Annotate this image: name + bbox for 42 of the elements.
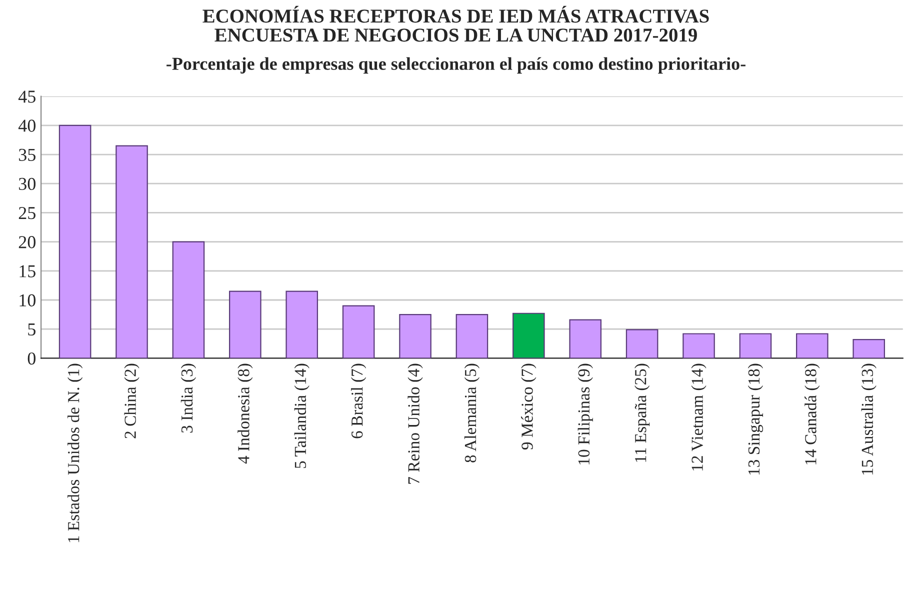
bar [852, 339, 886, 358]
y-tick-label: 5 [28, 324, 36, 336]
x-tick-label: 10 Filipinas (9) [578, 364, 593, 464]
x-tick-label: 3 India (3) [180, 364, 196, 433]
x-tick-label: 4 Indonesia (8) [238, 364, 253, 464]
bar [172, 241, 205, 358]
x-tick-label: 6 Brasil (7) [351, 364, 366, 438]
x-tick-label: 8 Alemania (5) [464, 364, 480, 462]
bar [626, 329, 658, 358]
x-tick-label: 12 Vietnam (14) [691, 364, 706, 470]
bar [682, 333, 715, 358]
y-tick-label: 0 [28, 352, 36, 365]
bar [796, 333, 828, 358]
x-tick-label: 11 España (25) [634, 364, 650, 462]
x-tick-label: 9 México (7) [521, 364, 536, 450]
bar [229, 290, 262, 358]
bar [116, 145, 148, 358]
x-tick-label: 15 Australia (13) [861, 364, 876, 475]
bar [342, 305, 375, 358]
y-tick-label: 25 [18, 207, 36, 220]
y-tick-label: 45 [18, 90, 36, 103]
y-tick-label: 30 [18, 178, 36, 190]
y-tick-label: 10 [20, 294, 36, 306]
bar [399, 314, 432, 358]
bar [739, 333, 772, 358]
bar [58, 124, 92, 358]
x-tick-label: 2 China (2) [124, 364, 140, 438]
x-tick-label: 1 Estados Unidos de N. (1) [68, 364, 83, 542]
bar [512, 312, 545, 358]
y-tick-label: 35 [18, 148, 36, 161]
x-tick-label: 5 Tailandia (14) [294, 364, 310, 468]
x-tick-label: 14 Canadá (18) [804, 364, 820, 464]
chart-title: ECONOMÍAS RECEPTORAS DE IED MÁS ATRACTIVAS ENCUESTA DE NEGOCIOS DE LA UNCTAD 2017-2019 [202, 6, 709, 42]
bar [286, 290, 318, 358]
bar [569, 319, 602, 358]
y-tick-label: 40 [18, 120, 36, 132]
y-tick-label: 20 [18, 236, 36, 248]
chart-subtitle: -Porcentaje de empresas que seleccionaron el país como destino prioritario- [166, 57, 746, 74]
x-tick-label: 13 Singapur (18) [748, 364, 764, 475]
y-tick-label: 15 [20, 265, 36, 278]
x-tick-label: 7 Reino Unido (4) [408, 364, 423, 484]
bar [456, 314, 488, 358]
